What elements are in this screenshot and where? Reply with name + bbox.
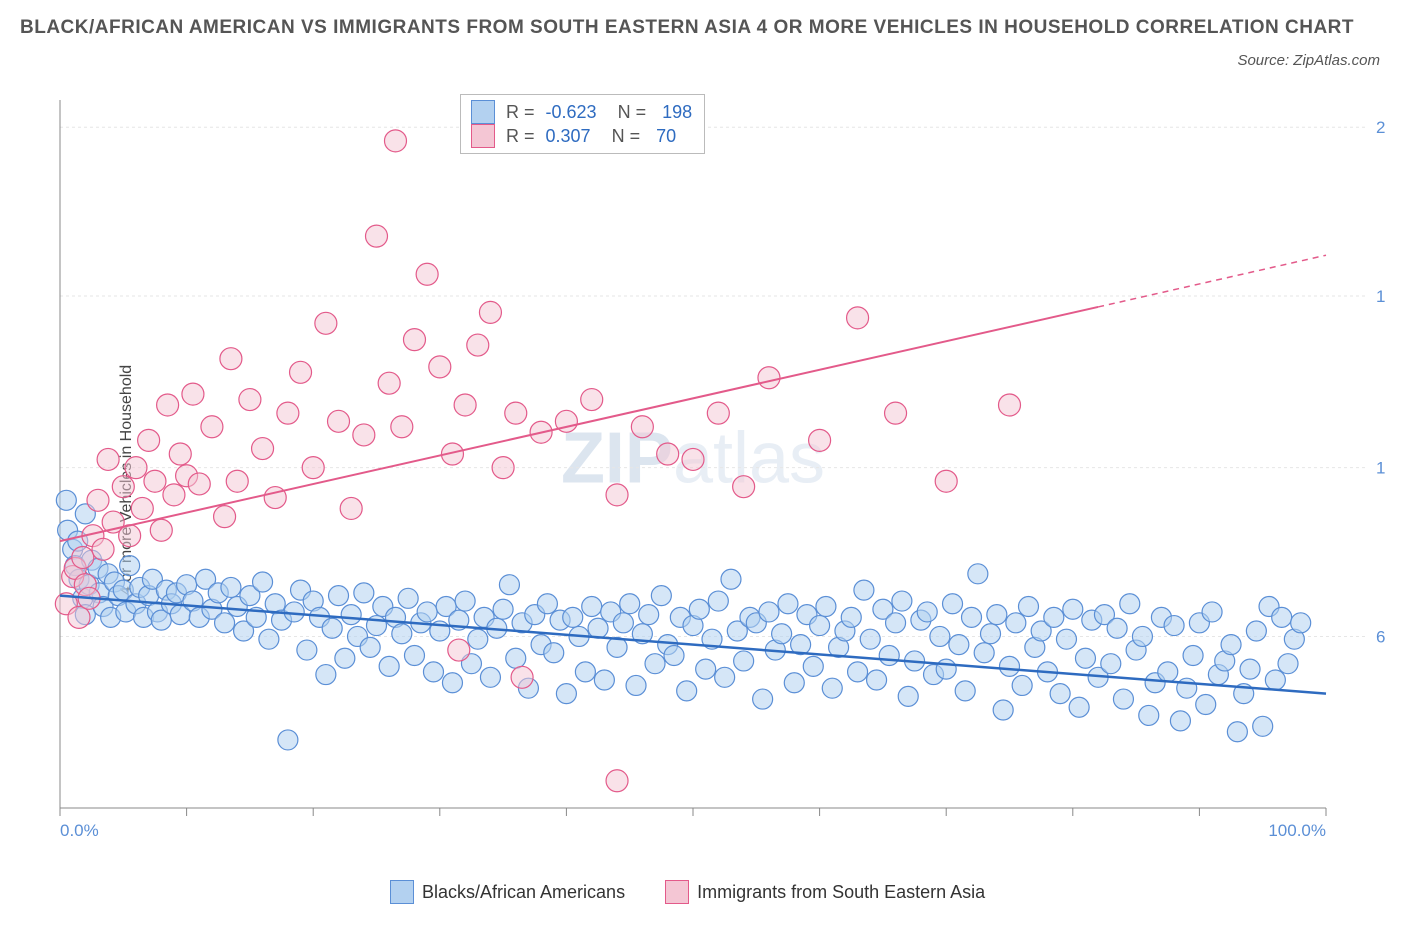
svg-text:0.0%: 0.0% bbox=[60, 821, 99, 840]
svg-text:18.8%: 18.8% bbox=[1376, 287, 1386, 306]
stats-legend: R = -0.623 N = 198 R = 0.307 N = 70 bbox=[460, 94, 705, 154]
chart-title: BLACK/AFRICAN AMERICAN VS IMMIGRANTS FRO… bbox=[20, 14, 1386, 42]
svg-text:100.0%: 100.0% bbox=[1268, 821, 1326, 840]
svg-text:25.0%: 25.0% bbox=[1376, 118, 1386, 137]
series-legend: Blacks/African AmericansImmigrants from … bbox=[390, 880, 985, 904]
scatter-chart: ZIPatlas6.3%12.5%18.8%25.0%0.0%100.0% bbox=[50, 92, 1386, 862]
source-attribution: Source: ZipAtlas.com bbox=[1237, 52, 1380, 69]
svg-text:12.5%: 12.5% bbox=[1376, 459, 1386, 478]
svg-text:6.3%: 6.3% bbox=[1376, 627, 1386, 646]
